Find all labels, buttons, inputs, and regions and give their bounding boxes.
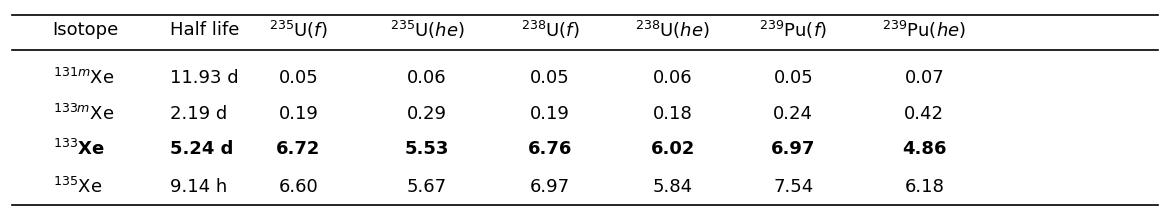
Text: 0.29: 0.29 [407,105,447,123]
Text: 0.05: 0.05 [278,69,318,87]
Text: 5.84: 5.84 [653,178,693,196]
Text: 6.02: 6.02 [651,140,695,158]
Text: 7.54: 7.54 [773,178,813,196]
Text: 6.97: 6.97 [530,178,570,196]
Text: 6.18: 6.18 [904,178,944,196]
Text: 6.72: 6.72 [276,140,321,158]
Text: 0.19: 0.19 [530,105,570,123]
Text: 0.06: 0.06 [653,69,693,87]
Text: $^{238}$U($he$): $^{238}$U($he$) [635,19,710,41]
Text: $^{238}$U($f$): $^{238}$U($f$) [521,19,579,41]
Text: 6.60: 6.60 [278,178,318,196]
Text: 6.76: 6.76 [528,140,572,158]
Text: 11.93 d: 11.93 d [170,69,239,87]
Text: 0.05: 0.05 [773,69,813,87]
Text: 6.97: 6.97 [771,140,815,158]
Text: 5.53: 5.53 [405,140,449,158]
Text: $^{133m}$Xe: $^{133m}$Xe [53,104,113,124]
Text: $^{239}$Pu($he$): $^{239}$Pu($he$) [882,19,966,41]
Text: 0.42: 0.42 [904,105,944,123]
Text: 2.19 d: 2.19 d [170,105,227,123]
Text: 4.86: 4.86 [902,140,947,158]
Text: $^{131m}$Xe: $^{131m}$Xe [53,68,115,88]
Text: $^{133}$$\bf{Xe}$: $^{133}$$\bf{Xe}$ [53,139,104,159]
Text: 0.05: 0.05 [530,69,570,87]
Text: 0.18: 0.18 [653,105,693,123]
Text: 5.67: 5.67 [407,178,447,196]
Text: 0.24: 0.24 [773,105,813,123]
Text: $^{135}$Xe: $^{135}$Xe [53,177,102,197]
Text: 5.24 d: 5.24 d [170,140,233,158]
Text: Half life: Half life [170,21,239,39]
Text: 0.19: 0.19 [278,105,318,123]
Text: $^{235}$U($he$): $^{235}$U($he$) [390,19,464,41]
Text: 0.06: 0.06 [407,69,447,87]
Text: Isotope: Isotope [53,21,119,39]
Text: $^{239}$Pu($f$): $^{239}$Pu($f$) [759,19,827,41]
Text: 0.07: 0.07 [904,69,944,87]
Text: 9.14 h: 9.14 h [170,178,227,196]
Text: $^{235}$U($f$): $^{235}$U($f$) [269,19,328,41]
